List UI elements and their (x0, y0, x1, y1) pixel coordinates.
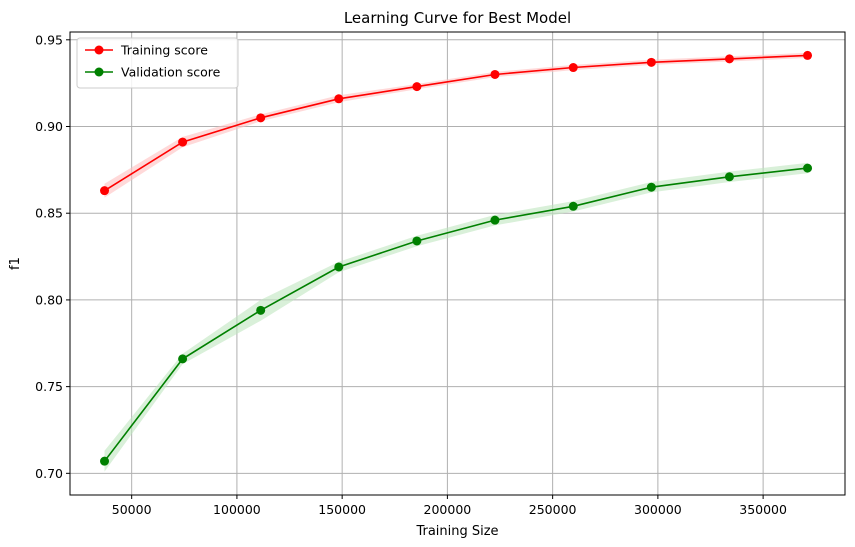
series-1-point (724, 54, 734, 64)
x-tick-label: 350000 (739, 502, 787, 517)
series-lines (100, 50, 813, 466)
series-2-point (803, 163, 813, 173)
series-2-point (568, 201, 578, 211)
x-tick-label: 150000 (318, 502, 366, 517)
series-1-point (412, 82, 422, 92)
legend-marker-1 (94, 45, 104, 55)
legend: Training score Validation score (76, 37, 239, 89)
series-1-point (178, 137, 188, 147)
plot-frame (69, 31, 846, 496)
series-2-point (724, 172, 734, 182)
y-tick-label: 0.80 (35, 292, 63, 307)
series-1-point (803, 50, 813, 60)
y-axis-label: f1 (8, 257, 23, 270)
x-axis-label: Training Size (415, 524, 498, 539)
x-tick-label: 300000 (634, 502, 682, 517)
series-2-point (334, 262, 344, 272)
series-2-point (178, 354, 188, 364)
series-2-point (100, 456, 110, 466)
series-1-point (568, 63, 578, 73)
grid (70, 32, 845, 495)
y-tick-label: 0.75 (35, 379, 63, 394)
legend-marker-2 (94, 67, 104, 77)
series-2-point (490, 215, 500, 225)
x-tick-label: 50000 (112, 502, 152, 517)
series-2-point (256, 305, 266, 315)
series-band-1 (104, 52, 808, 198)
series-1-point (256, 113, 266, 123)
axis-ticks: 50000 100000 150000 200000 250000 300000 35000… (35, 32, 787, 517)
series-2-point (412, 236, 422, 246)
series-line-1 (104, 54, 808, 192)
x-tick-label: 250000 (529, 502, 577, 517)
y-tick-label: 0.85 (35, 206, 63, 221)
y-tick-label: 0.70 (35, 466, 63, 481)
series-2-point (646, 182, 656, 192)
series-1-point (646, 57, 656, 67)
legend-label-1: Training score (120, 43, 208, 58)
series-1-point (490, 69, 500, 79)
x-tick-label: 100000 (213, 502, 261, 517)
series-1-point (334, 94, 344, 104)
confidence-bands (104, 52, 808, 472)
legend-label-2: Validation score (121, 65, 221, 80)
x-tick-label: 200000 (424, 502, 472, 517)
y-tick-label: 0.90 (35, 119, 63, 134)
series-band-2 (104, 162, 808, 472)
legend-box (76, 37, 239, 89)
series-1-point (100, 186, 110, 196)
series-line-2 (103, 167, 808, 462)
chart-title: Learning Curve for Best Model (344, 9, 571, 27)
y-tick-label: 0.95 (35, 32, 63, 47)
